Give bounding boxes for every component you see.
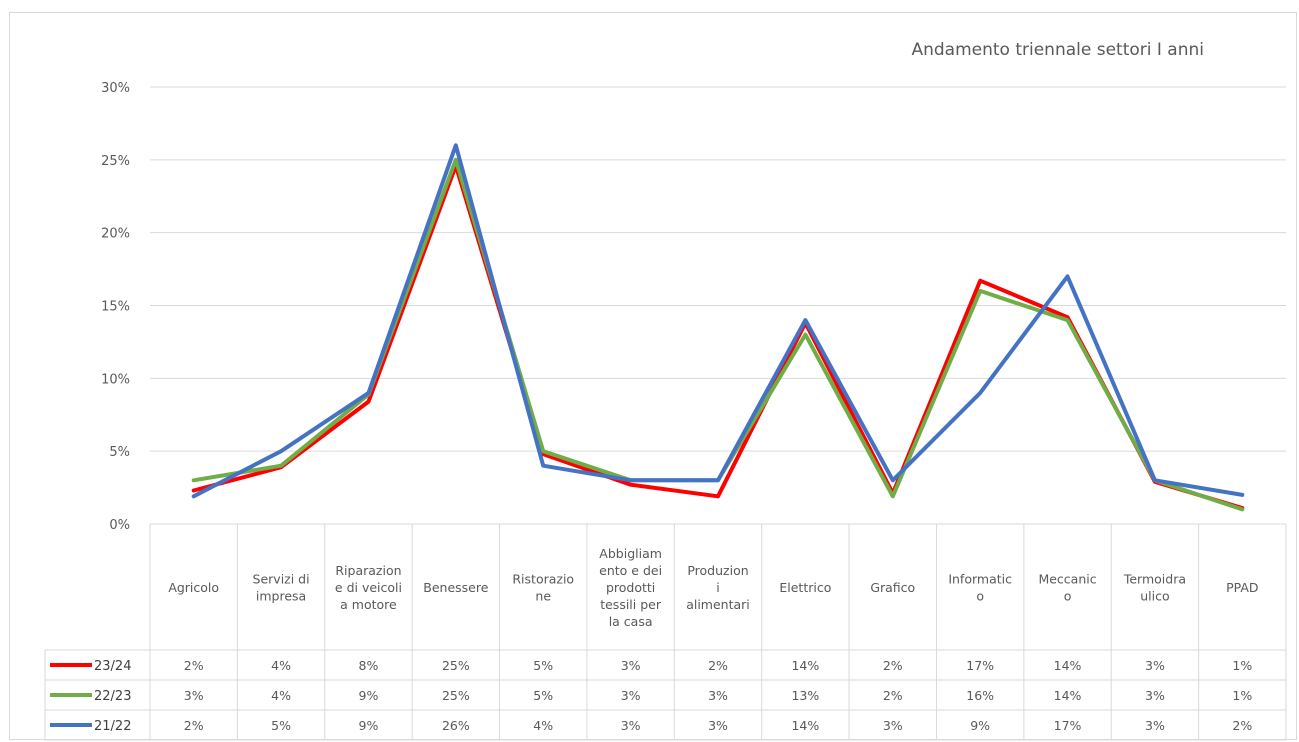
y-tick-label: 30% <box>101 81 130 96</box>
legend-label: 22/23 <box>94 689 131 704</box>
table-cell: 3% <box>1145 688 1165 703</box>
series-line <box>191 157 1245 512</box>
table-cell: 2% <box>708 658 728 673</box>
y-tick-label: 20% <box>101 227 130 242</box>
table-cell: 3% <box>1145 718 1165 733</box>
table-cell: 3% <box>708 718 728 733</box>
table-cell: 17% <box>1054 718 1082 733</box>
table-cell: 25% <box>442 658 470 673</box>
category-label-line: ento e dei <box>599 563 662 578</box>
table-cell: 3% <box>883 718 903 733</box>
table-cell: 1% <box>1232 658 1252 673</box>
data-table: Agricolo Servizi di impresa Riparazion e di … <box>44 523 1287 741</box>
table-cell: 3% <box>621 658 641 673</box>
y-tick-label: 25% <box>101 154 130 169</box>
category-label: Ristorazio ne <box>512 572 574 604</box>
category-label: Abbigliam ento e dei prodotti tessili per la… <box>599 546 662 629</box>
y-tick-label: 0% <box>109 518 130 533</box>
category-label: Termoidra ulico <box>1123 572 1186 604</box>
table-cell: 5% <box>533 688 553 703</box>
table-cell: 4% <box>271 658 291 673</box>
table-cell: 9% <box>359 718 379 733</box>
category-label-line: tessili per <box>600 597 662 612</box>
category-label: Riparazion e di veicoli a motore <box>335 563 402 612</box>
category-label-line: ne <box>535 589 551 604</box>
category-label: Grafico <box>870 580 915 595</box>
table-cell: 5% <box>271 718 291 733</box>
category-label: Meccanic o <box>1038 572 1096 604</box>
chart-frame <box>9 12 1297 740</box>
category-label-line: Informatic <box>948 572 1012 587</box>
category-label-line: Benessere <box>423 580 488 595</box>
table-cell: 4% <box>271 688 291 703</box>
category-label-line: Riparazion <box>335 563 401 578</box>
category-label: Servizi di impresa <box>253 572 310 604</box>
chart-title: Andamento triennale settori I anni <box>911 40 1204 60</box>
table-cell: 3% <box>1145 658 1165 673</box>
y-tick-label: 10% <box>101 372 130 387</box>
category-label: Informatic o <box>948 572 1012 604</box>
category-label-line: Abbigliam <box>599 546 662 561</box>
category-label-line: a motore <box>340 597 397 612</box>
table-cell: 5% <box>533 658 553 673</box>
table-cell: 3% <box>621 688 641 703</box>
table-cell: 3% <box>708 688 728 703</box>
category-label-line: impresa <box>256 589 306 604</box>
table-cell: 3% <box>621 718 641 733</box>
category-label-line: PPAD <box>1226 580 1258 595</box>
table-cell: 1% <box>1232 688 1252 703</box>
series-line <box>191 143 1245 499</box>
category-label-line: Produzion <box>687 563 748 578</box>
table-cell: 2% <box>883 658 903 673</box>
table-cell: 25% <box>442 688 470 703</box>
table-cell: 9% <box>970 718 990 733</box>
table-cell: 17% <box>966 658 994 673</box>
table-cell: 16% <box>966 688 994 703</box>
category-label-line: i <box>716 580 719 595</box>
category-label-line: Ristorazio <box>512 572 574 587</box>
category-label: Benessere <box>423 580 488 595</box>
series-lines <box>191 143 1245 512</box>
table-cell: 3% <box>184 688 204 703</box>
table-cell: 2% <box>184 658 204 673</box>
table-cell: 14% <box>791 658 819 673</box>
category-label-line: o <box>1064 589 1072 604</box>
category-label-line: Agricolo <box>168 580 219 595</box>
category-label-line: alimentari <box>686 597 750 612</box>
category-label-line: Servizi di <box>253 572 310 587</box>
table-cell: 9% <box>359 688 379 703</box>
legend-label: 21/22 <box>94 719 131 734</box>
category-label: Agricolo <box>168 580 219 595</box>
category-label-line: ulico <box>1140 589 1169 604</box>
category-label-line: prodotti <box>606 580 655 595</box>
y-tick-label: 5% <box>109 445 130 460</box>
series-line <box>191 163 1245 510</box>
table-cell: 26% <box>442 718 470 733</box>
y-tick-label: 15% <box>101 300 130 315</box>
category-label-line: e di veicoli <box>335 580 402 595</box>
table-cell: 14% <box>1054 658 1082 673</box>
category-label-line: la casa <box>609 614 653 629</box>
table-cell: 8% <box>359 658 379 673</box>
category-label: Produzion i alimentari <box>686 563 750 612</box>
category-label-line: Elettrico <box>779 580 831 595</box>
category-label: Elettrico <box>779 580 831 595</box>
table-cell: 4% <box>533 718 553 733</box>
category-label: PPAD <box>1226 580 1258 595</box>
table-cell: 13% <box>791 688 819 703</box>
table-cell: 14% <box>791 718 819 733</box>
category-label-line: Grafico <box>870 580 915 595</box>
category-label-line: Meccanic <box>1038 572 1096 587</box>
gridlines <box>150 86 1286 452</box>
table-cell: 2% <box>184 718 204 733</box>
table-cell: 2% <box>883 688 903 703</box>
table-cell: 14% <box>1054 688 1082 703</box>
legend-label: 23/24 <box>94 659 131 674</box>
category-label-line: o <box>976 589 984 604</box>
y-axis-ticks: 0% 5% 10% 15% 20% 25% 30% <box>101 81 130 533</box>
table-cell: 2% <box>1232 718 1252 733</box>
category-label-line: Termoidra <box>1123 572 1186 587</box>
